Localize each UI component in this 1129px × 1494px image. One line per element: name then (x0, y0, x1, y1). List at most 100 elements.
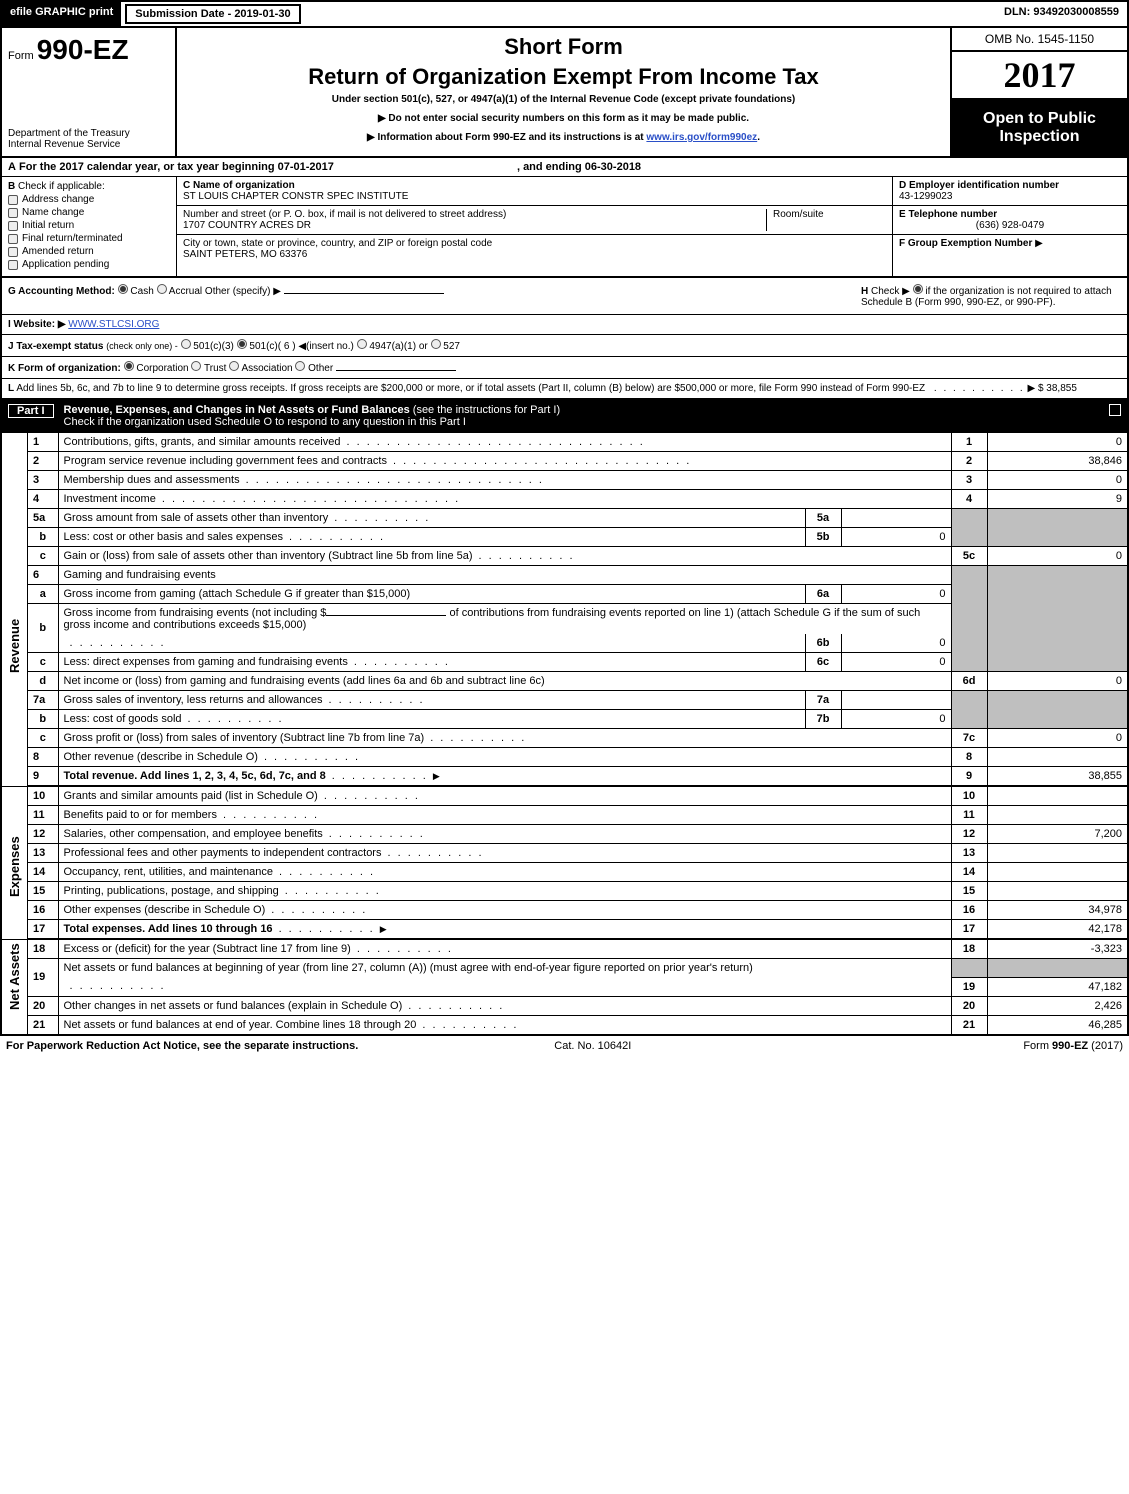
i-label: I Website: ▶ (8, 319, 66, 330)
line-9: 9Total revenue. Add lines 1, 2, 3, 4, 5c… (28, 767, 1127, 786)
spacer (305, 2, 996, 26)
line-a: A For the 2017 calendar year, or tax yea… (2, 158, 1127, 177)
opt-name-change[interactable]: Name change (8, 207, 170, 218)
header-left: Form 990-EZ Department of the Treasury I… (2, 28, 177, 156)
form-number: 990-EZ (37, 34, 129, 65)
revenue-side-label: Revenue (2, 433, 28, 786)
line-num: c (28, 547, 58, 566)
radio-icon[interactable] (124, 361, 134, 371)
k-other-blank[interactable] (336, 370, 456, 371)
checkbox-icon (8, 260, 18, 270)
line-15: 15Printing, publications, postage, and s… (28, 882, 1127, 901)
line-desc: Excess or (deficit) for the year (Subtra… (58, 940, 951, 959)
top-bar: efile GRAPHIC print Submission Date - 20… (2, 2, 1127, 28)
opt-final-return[interactable]: Final return/terminated (8, 233, 170, 244)
shade-cell (951, 509, 987, 547)
part-label: Part I (8, 404, 54, 418)
line-desc: Less: direct expenses from gaming and fu… (58, 653, 805, 672)
opt-amended-return[interactable]: Amended return (8, 246, 170, 257)
opt-address-change[interactable]: Address change (8, 194, 170, 205)
header-center: Short Form Return of Organization Exempt… (177, 28, 952, 156)
amt-value: 7,200 (987, 825, 1127, 844)
checkbox-icon (8, 247, 18, 257)
net-assets-table: 18Excess or (deficit) for the year (Subt… (28, 940, 1127, 1034)
radio-icon[interactable] (191, 361, 201, 371)
website-link[interactable]: WWW.STLCSI.ORG (68, 319, 159, 330)
radio-icon[interactable] (181, 339, 191, 349)
f-arrow-icon: ▶ (1035, 238, 1043, 249)
line-16: 16Other expenses (describe in Schedule O… (28, 901, 1127, 920)
radio-icon[interactable] (357, 339, 367, 349)
k-opt: Trust (204, 363, 226, 374)
amt-label: 11 (951, 806, 987, 825)
irs-link[interactable]: www.irs.gov/form990ez (646, 132, 757, 143)
shade-cell (951, 959, 987, 978)
line-num: 5a (28, 509, 58, 528)
line-desc: Gaming and fundraising events (58, 566, 951, 585)
box-value: 0 (841, 653, 951, 672)
amt-value: 34,978 (987, 901, 1127, 920)
revenue-table: 1Contributions, gifts, grants, and simil… (28, 433, 1127, 786)
shade-cell (987, 959, 1127, 978)
line-11: 11Benefits paid to or for members11 (28, 806, 1127, 825)
box-label: 5a (805, 509, 841, 528)
notice-info-suffix: . (757, 132, 760, 143)
g-other-blank[interactable] (284, 293, 444, 294)
shade-cell (987, 509, 1127, 547)
street-label: Number and street (or P. O. box, if mail… (183, 209, 766, 220)
checkbox-icon (8, 221, 18, 231)
amt-value: 47,182 (987, 977, 1127, 996)
radio-icon[interactable] (913, 284, 923, 294)
form-header: Form 990-EZ Department of the Treasury I… (2, 28, 1127, 158)
revenue-section: Revenue 1Contributions, gifts, grants, a… (2, 433, 1127, 787)
line-desc: Net income or (loss) from gaming and fun… (58, 672, 951, 691)
checkbox-icon[interactable] (1109, 404, 1121, 416)
short-form-label: Short Form (185, 34, 942, 60)
amt-value: -3,323 (987, 940, 1127, 959)
amt-label: 19 (951, 977, 987, 996)
j-opt: 501(c)( 6 ) ◀(insert no.) (249, 341, 353, 352)
line-14: 14Occupancy, rent, utilities, and mainte… (28, 863, 1127, 882)
opt-label: Address change (22, 194, 94, 205)
line-gh: G Accounting Method: Cash Accrual Other … (2, 278, 1127, 315)
line-a-text1: For the 2017 calendar year, or tax year … (19, 161, 334, 173)
header-right: OMB No. 1545-1150 2017 Open to Public In… (952, 28, 1127, 156)
net-assets-section: Net Assets 18Excess or (deficit) for the… (2, 940, 1127, 1034)
part-1-header: Part I Revenue, Expenses, and Changes in… (2, 400, 1127, 433)
fundraising-blank[interactable] (326, 615, 446, 616)
amt-value: 9 (987, 490, 1127, 509)
form-prefix: Form (8, 50, 34, 62)
h-label: H (861, 286, 868, 297)
radio-icon[interactable] (431, 339, 441, 349)
line-num: b (28, 604, 58, 653)
radio-icon[interactable] (229, 361, 239, 371)
g-cash: Cash (130, 286, 153, 297)
arrow-icon (378, 923, 387, 935)
j-opt: 4947(a)(1) or (369, 341, 427, 352)
radio-icon[interactable] (237, 339, 247, 349)
line-a-text2: , and ending 06-30-2018 (517, 161, 641, 173)
amt-value: 46,285 (987, 1015, 1127, 1034)
line-4: 4Investment income49 (28, 490, 1127, 509)
notice-info-prefix: ▶ Information about Form 990-EZ and its … (367, 132, 646, 143)
line-1: 1Contributions, gifts, grants, and simil… (28, 433, 1127, 452)
amt-value: 0 (987, 547, 1127, 566)
line-desc: Benefits paid to or for members (58, 806, 951, 825)
radio-icon[interactable] (157, 284, 167, 294)
notice-ssn: ▶ Do not enter social security numbers o… (185, 113, 942, 124)
amt-label: 13 (951, 844, 987, 863)
line-desc: Total expenses. Add lines 10 through 16 (58, 920, 951, 939)
radio-icon[interactable] (295, 361, 305, 371)
page-footer: For Paperwork Reduction Act Notice, see … (0, 1036, 1129, 1056)
amt-label: 17 (951, 920, 987, 939)
amt-value: 38,846 (987, 452, 1127, 471)
line-desc-cont (58, 634, 805, 653)
section-def: D Employer identification number 43-1299… (892, 177, 1127, 276)
expenses-table: 10Grants and similar amounts paid (list … (28, 787, 1127, 939)
opt-initial-return[interactable]: Initial return (8, 220, 170, 231)
radio-icon[interactable] (118, 284, 128, 294)
opt-label: Name change (22, 207, 84, 218)
expenses-side-label: Expenses (2, 787, 28, 939)
opt-application-pending[interactable]: Application pending (8, 259, 170, 270)
dln-label: DLN: 93492030008559 (996, 2, 1127, 26)
